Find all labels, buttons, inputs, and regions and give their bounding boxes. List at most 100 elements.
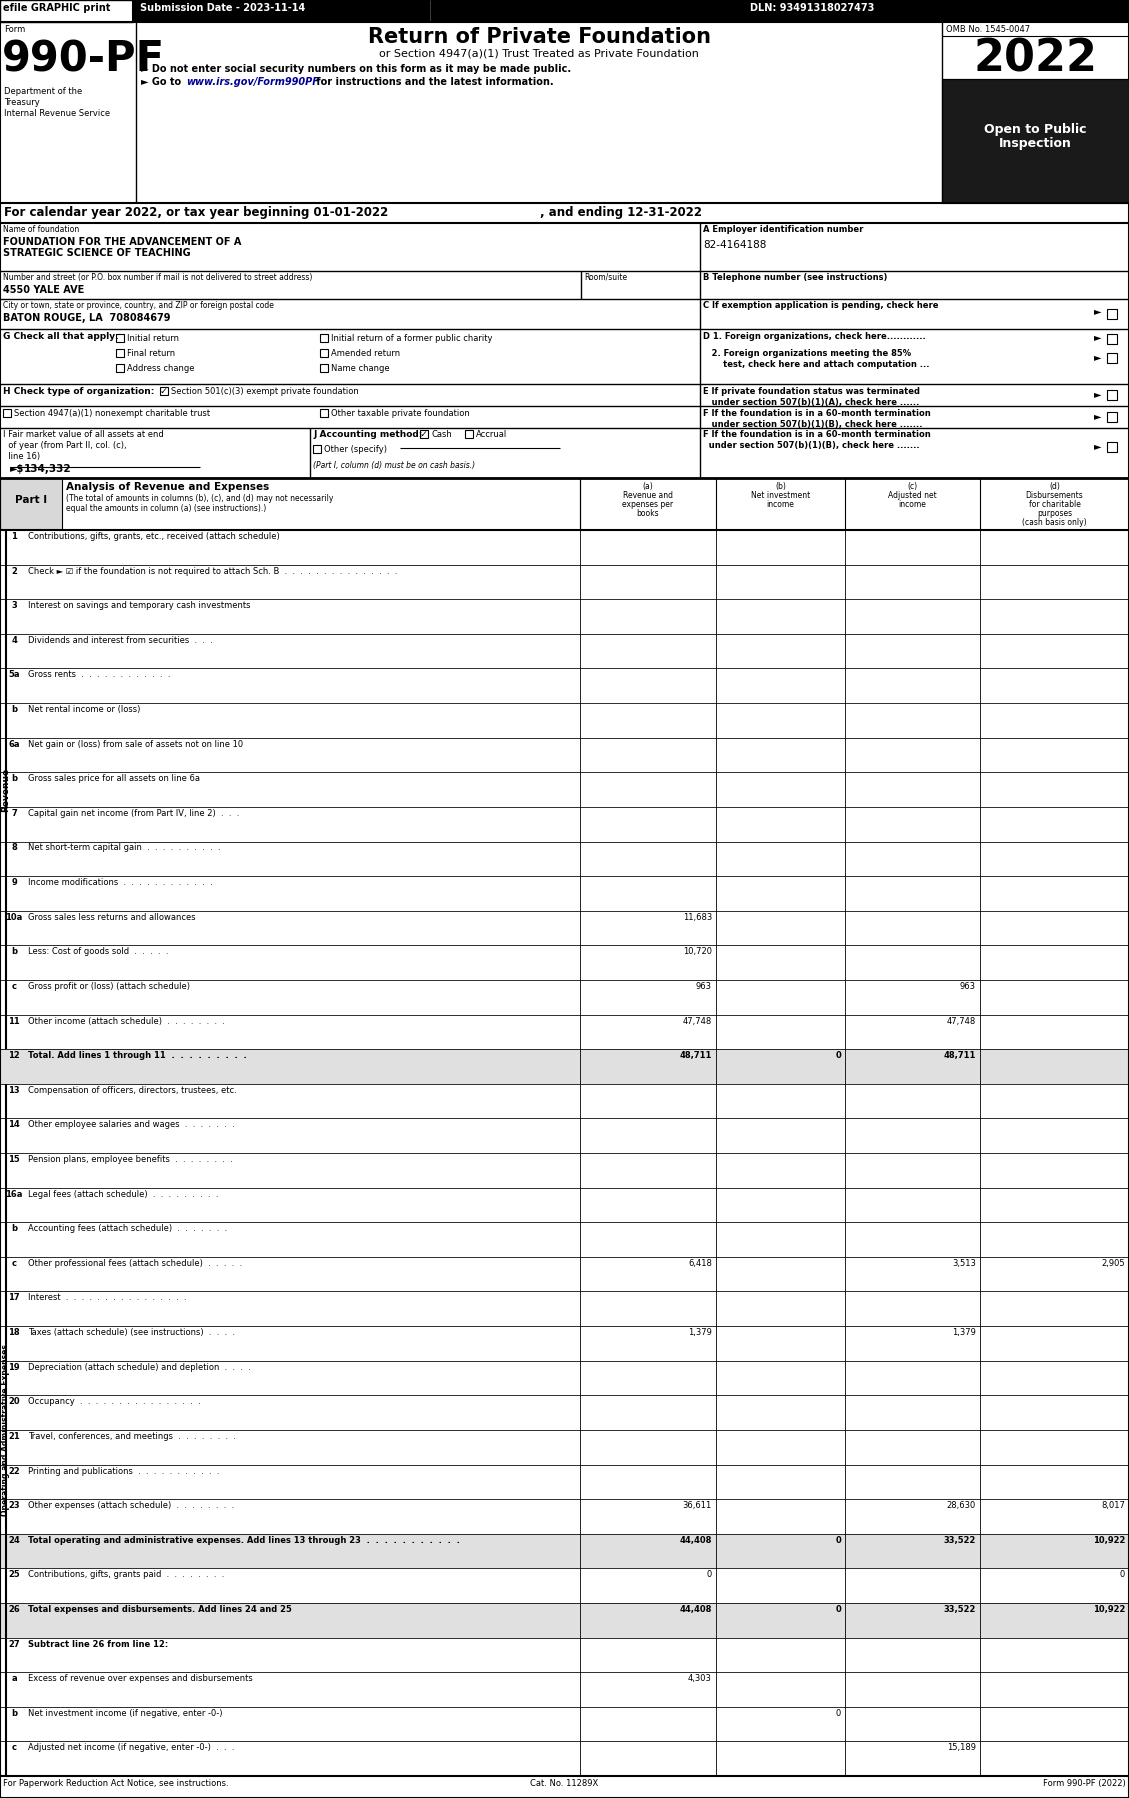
Bar [0,1361,1129,1395]
Bar [0,1638,1129,1672]
Text: Contributions, gifts, grants paid  .  .  .  .  .  .  .  .: Contributions, gifts, grants paid . . . … [28,1570,225,1579]
Bar [160,387,168,396]
Text: 10,922: 10,922 [1093,1606,1124,1615]
Bar [0,1327,1129,1361]
Text: F If the foundation is in a 60-month termination: F If the foundation is in a 60-month ter… [703,408,930,417]
Text: Net rental income or (loss): Net rental income or (loss) [28,705,140,714]
Text: Disbursements: Disbursements [1025,491,1084,500]
Text: 1,379: 1,379 [952,1329,975,1338]
Text: A Employer identification number: A Employer identification number [703,225,864,234]
Text: equal the amounts in column (a) (see instructions).): equal the amounts in column (a) (see ins… [65,503,266,512]
Text: Net investment: Net investment [751,491,811,500]
Bar [0,912,1129,946]
Text: ►: ► [1094,352,1102,361]
Text: BATON ROUGE, LA  708084679: BATON ROUGE, LA 708084679 [3,313,170,324]
Text: 15,189: 15,189 [947,1744,975,1753]
Text: Check ► ☑ if the foundation is not required to attach Sch. B  .  .  .  .  .  .  : Check ► ☑ if the foundation is not requi… [28,566,397,575]
Bar [1108,334,1117,343]
Text: 14: 14 [8,1120,20,1129]
Text: 10,922: 10,922 [1093,1535,1124,1544]
Bar [116,334,124,342]
Bar [320,349,329,358]
Text: Excess of revenue over expenses and disbursements: Excess of revenue over expenses and disb… [28,1674,253,1683]
Bar [0,946,1129,980]
Text: Final return: Final return [126,349,175,358]
Text: 963: 963 [960,982,975,991]
Bar [0,1534,1129,1568]
Text: Cash: Cash [431,430,452,439]
Bar [0,1465,1129,1500]
Bar [0,1084,1129,1118]
Text: 0: 0 [835,1052,841,1061]
Text: b: b [11,775,17,784]
Bar [0,1153,1129,1188]
Bar [942,79,1129,203]
Text: for charitable: for charitable [1029,500,1080,509]
Bar [0,1568,1129,1604]
Text: for instructions and the latest information.: for instructions and the latest informat… [313,77,553,86]
Text: H Check type of organization:: H Check type of organization: [3,387,155,396]
Text: D 1. Foreign organizations, check here............: D 1. Foreign organizations, check here..… [703,333,926,342]
Text: Analysis of Revenue and Expenses: Analysis of Revenue and Expenses [65,482,269,493]
Text: Initial return of a former public charity: Initial return of a former public charit… [331,334,492,343]
Bar [0,1500,1129,1534]
Text: Revenue and: Revenue and [623,491,673,500]
Text: 36,611: 36,611 [683,1501,712,1510]
Text: Section 501(c)(3) exempt private foundation: Section 501(c)(3) exempt private foundat… [170,387,359,396]
Bar [116,349,124,358]
Text: 8,017: 8,017 [1101,1501,1124,1510]
Text: 25: 25 [8,1570,20,1579]
Bar [0,1395,1129,1429]
Bar [0,1291,1129,1327]
Text: Net gain or (loss) from sale of assets not on line 10: Net gain or (loss) from sale of assets n… [28,739,243,748]
Bar [320,363,329,372]
Bar [1108,352,1117,363]
Text: 33,522: 33,522 [944,1606,975,1615]
Text: 7: 7 [11,809,17,818]
Text: ►: ► [1094,441,1102,451]
Text: 16a: 16a [6,1190,23,1199]
Text: Inspection: Inspection [999,137,1071,151]
Text: purposes: purposes [1036,509,1073,518]
Text: Capital gain net income (from Part IV, line 2)  .  .  .: Capital gain net income (from Part IV, l… [28,809,239,818]
Bar [0,1188,1129,1223]
Text: Return of Private Foundation: Return of Private Foundation [368,27,710,47]
Text: (cash basis only): (cash basis only) [1022,518,1087,527]
Text: Subtract line 26 from line 12:: Subtract line 26 from line 12: [28,1640,168,1649]
Text: Interest  .  .  .  .  .  .  .  .  .  .  .  .  .  .  .  .: Interest . . . . . . . . . . . . . . . . [28,1293,186,1302]
Text: 24: 24 [8,1535,20,1544]
Text: Taxes (attach schedule) (see instructions)  .  .  .  .: Taxes (attach schedule) (see instruction… [28,1329,235,1338]
Text: Depreciation (attach schedule) and depletion  .  .  .  .: Depreciation (attach schedule) and deple… [28,1363,251,1372]
Bar [0,703,1129,737]
Text: c: c [11,1259,17,1268]
Text: 44,408: 44,408 [680,1606,712,1615]
Text: ►$: ►$ [10,464,24,475]
Text: ► Go to: ► Go to [141,77,184,86]
Text: Other employee salaries and wages  .  .  .  .  .  .  .: Other employee salaries and wages . . . … [28,1120,235,1129]
Text: Legal fees (attach schedule)  .  .  .  .  .  .  .  .  .: Legal fees (attach schedule) . . . . . .… [28,1190,219,1199]
Text: Contributions, gifts, grants, etc., received (attach schedule): Contributions, gifts, grants, etc., rece… [28,532,280,541]
Bar [420,430,428,439]
Text: 0: 0 [835,1606,841,1615]
Text: 26: 26 [8,1606,20,1615]
Text: For Paperwork Reduction Act Notice, see instructions.: For Paperwork Reduction Act Notice, see … [3,1778,229,1787]
Bar [0,1257,1129,1291]
Text: (b): (b) [776,482,786,491]
Text: Interest on savings and temporary cash investments: Interest on savings and temporary cash i… [28,601,251,610]
Text: books: books [637,509,659,518]
Text: F If the foundation is in a 60-month termination: F If the foundation is in a 60-month ter… [703,430,930,439]
Text: 17: 17 [8,1293,20,1302]
Text: Department of the: Department of the [5,86,82,95]
Bar [0,0,1129,22]
Bar [0,1223,1129,1257]
Bar [3,408,11,417]
Text: , and ending 12-31-2022: , and ending 12-31-2022 [540,207,702,219]
Text: Pension plans, employee benefits  .  .  .  .  .  .  .  .: Pension plans, employee benefits . . . .… [28,1154,233,1163]
Bar [0,1118,1129,1153]
Bar [0,203,1129,223]
Text: Treasury: Treasury [5,99,40,108]
Bar [0,1706,1129,1742]
Text: Part I: Part I [15,494,47,505]
Text: line 16): line 16) [3,451,41,460]
Text: C If exemption application is pending, check here: C If exemption application is pending, c… [703,300,938,309]
